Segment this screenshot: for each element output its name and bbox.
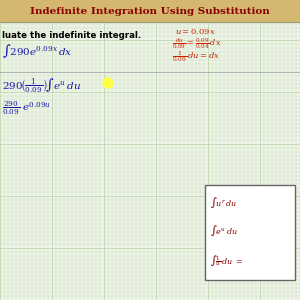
- Text: $\frac{290}{0.09}\;e^{0.09u}$: $\frac{290}{0.09}\;e^{0.09u}$: [2, 99, 51, 117]
- Text: $u = 0.09x$: $u = 0.09x$: [175, 28, 216, 37]
- Text: $\int 290e^{0.09x}\,dx$: $\int 290e^{0.09x}\,dx$: [2, 42, 72, 60]
- Text: $\int \frac{1}{u}\,du\;=$: $\int \frac{1}{u}\,du\;=$: [210, 253, 244, 268]
- Bar: [205, 185, 295, 280]
- Bar: [0, 0, 300, 22]
- Text: luate the indefinite integral.: luate the indefinite integral.: [2, 32, 141, 40]
- Text: Indefinite Integration Using Substitution: Indefinite Integration Using Substitutio…: [30, 7, 270, 16]
- Text: $290\!\left(\frac{1}{0.09}\right)\!\int e^{u}\,du$: $290\!\left(\frac{1}{0.09}\right)\!\int …: [2, 77, 81, 95]
- Ellipse shape: [103, 78, 113, 88]
- Text: $\frac{du}{0.09} = \frac{0.09}{0.04}\,dx$: $\frac{du}{0.09} = \frac{0.09}{0.04}\,dx…: [172, 37, 221, 52]
- Text: $\frac{1}{0.09}\,du = dx$: $\frac{1}{0.09}\,du = dx$: [172, 50, 220, 64]
- Text: $\int u^r\,du$: $\int u^r\,du$: [210, 196, 237, 211]
- Text: $\int e^u\,du$: $\int e^u\,du$: [210, 223, 238, 238]
